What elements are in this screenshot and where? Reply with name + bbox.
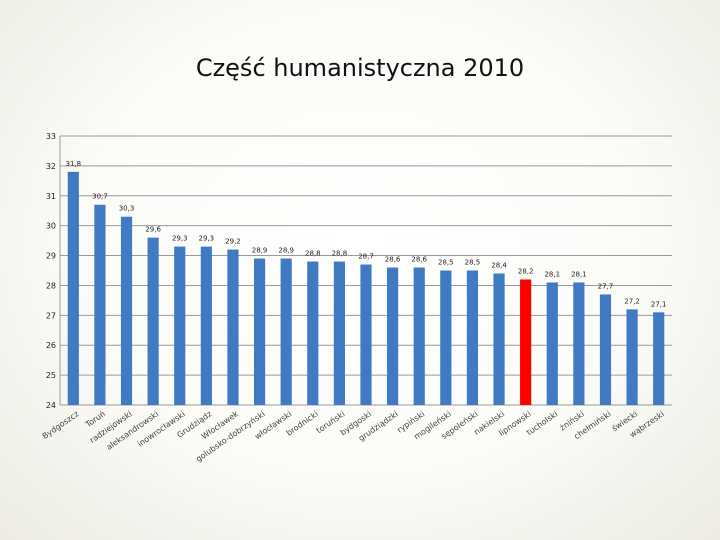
y-tick-label: 31: [46, 192, 56, 201]
bar: [626, 309, 638, 405]
data-label: 27,7: [598, 282, 614, 290]
data-label: 28,1: [544, 270, 560, 278]
category-label: Bydgoszcz: [41, 409, 81, 441]
bar: [387, 267, 399, 405]
bar: [573, 282, 585, 405]
bar: [67, 171, 79, 405]
bar: [307, 261, 319, 405]
y-tick-label: 32: [46, 162, 56, 171]
data-label: 28,1: [571, 270, 587, 278]
y-tick-label: 27: [46, 311, 56, 320]
bar: [413, 267, 425, 405]
data-label: 30,3: [119, 205, 135, 213]
y-tick-label: 33: [46, 132, 56, 141]
chart-title: Część humanistyczna 2010: [195, 54, 525, 82]
data-label: 28,9: [252, 247, 268, 255]
bar: [360, 264, 372, 405]
data-label: 28,6: [411, 256, 427, 264]
bar: [200, 246, 212, 405]
y-tick-label: 29: [46, 252, 56, 261]
data-label: 28,9: [278, 247, 294, 255]
y-tick-label: 25: [46, 371, 56, 380]
bar: [253, 258, 266, 405]
bar: [227, 249, 239, 405]
y-tick-label: 30: [46, 222, 56, 231]
bar: [94, 204, 106, 405]
bar: [546, 282, 558, 405]
data-label: 28,8: [332, 250, 348, 258]
bar: [147, 237, 159, 405]
data-label: 28,8: [305, 250, 321, 258]
bar: [466, 270, 479, 405]
bar: [440, 270, 452, 405]
y-tick-label: 26: [46, 341, 56, 350]
data-label: 28,7: [358, 253, 374, 261]
bar: [599, 294, 612, 405]
data-label: 29,2: [225, 238, 241, 246]
bar: [120, 216, 133, 405]
bar: [333, 261, 345, 405]
bar: [653, 312, 665, 405]
data-label: 29,3: [199, 235, 215, 243]
data-label: 27,1: [651, 300, 667, 308]
data-label: 28,6: [385, 256, 401, 264]
data-label: 30,7: [92, 193, 108, 201]
y-tick-label: 28: [46, 281, 56, 290]
bar: [280, 258, 292, 405]
data-label: 29,6: [145, 226, 161, 234]
data-label: 29,3: [172, 235, 188, 243]
bar: [174, 246, 186, 405]
data-label: 28,4: [491, 261, 507, 269]
bar: [520, 279, 532, 405]
data-label: 28,2: [518, 267, 534, 275]
y-tick-label: 24: [46, 401, 56, 410]
data-label: 27,2: [624, 297, 640, 305]
data-label: 31,8: [66, 160, 82, 168]
data-label: 28,5: [438, 259, 454, 267]
data-label: 28,5: [465, 259, 481, 267]
bar: [493, 273, 505, 405]
